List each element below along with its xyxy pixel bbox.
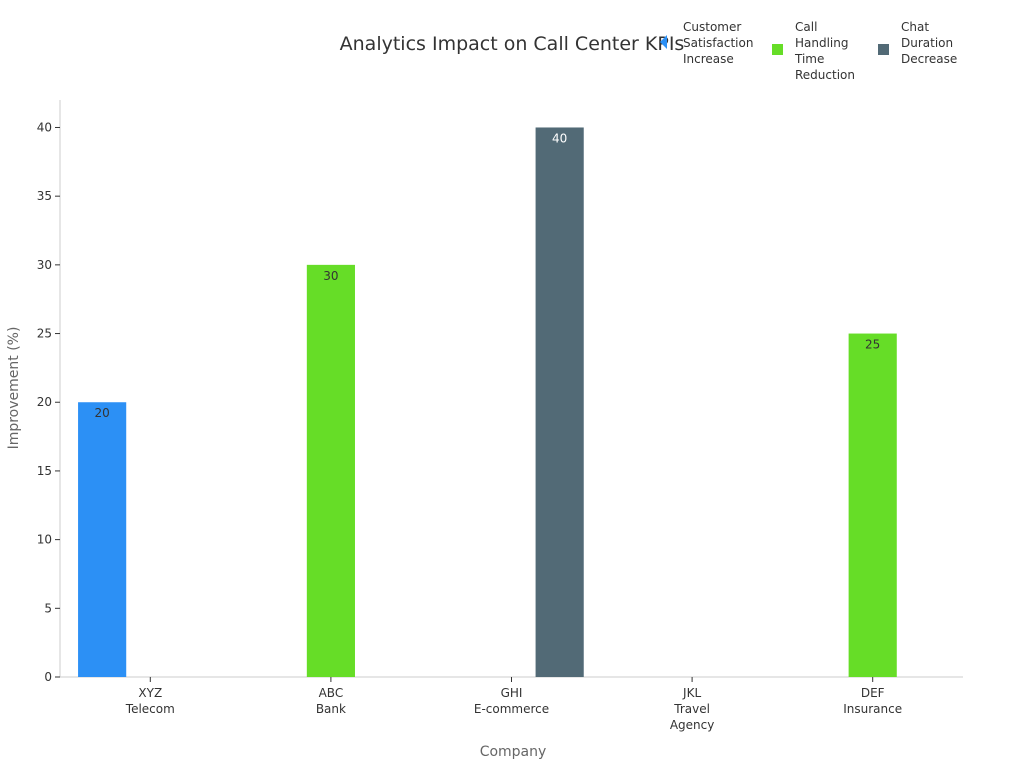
x-tick-label: ABC xyxy=(319,686,344,700)
x-tick-label: E-commerce xyxy=(474,702,549,716)
data-label: 25 xyxy=(865,338,880,352)
bar xyxy=(848,333,897,677)
x-tick-label: DEF xyxy=(861,686,885,700)
y-tick-label: 0 xyxy=(44,670,52,684)
y-tick-label: 30 xyxy=(37,258,52,272)
data-label: 30 xyxy=(323,269,338,283)
y-tick-label: 25 xyxy=(37,327,52,341)
x-axis-title: Company xyxy=(480,744,547,760)
data-label: 40 xyxy=(552,131,567,145)
legend-label: Time xyxy=(794,52,824,66)
legend-label: Increase xyxy=(683,52,734,66)
legend: Customer Satisfaction Increase Call Handling… xyxy=(660,20,957,82)
legend-label: Reduction xyxy=(795,68,855,82)
legend-label: Duration xyxy=(901,36,953,50)
y-tick-label: 20 xyxy=(37,395,52,409)
legend-label: Decrease xyxy=(901,52,957,66)
bar xyxy=(78,402,127,677)
legend-label: Chat xyxy=(901,20,929,34)
bar xyxy=(535,127,584,677)
legend-marker xyxy=(772,44,783,55)
bar xyxy=(306,264,355,677)
legend-marker xyxy=(660,35,667,49)
y-tick-label: 10 xyxy=(37,533,52,547)
x-tick-label: Insurance xyxy=(843,702,902,716)
legend-label: Call xyxy=(795,20,817,34)
legend-label: Customer xyxy=(683,20,741,34)
y-tick-label: 40 xyxy=(37,120,52,134)
y-tick-label: 35 xyxy=(37,189,52,203)
legend-label: Satisfaction xyxy=(683,36,753,50)
y-tick-label: 15 xyxy=(37,464,52,478)
y-axis-title: Improvement (%) xyxy=(6,327,22,450)
x-tick-label: Travel xyxy=(673,702,710,716)
data-label: 20 xyxy=(94,406,109,420)
plot-area: 0 5 10 15 20 25 30 35 40 XYZ Telecom 20 ABC Bank 30 GHI… xyxy=(37,100,963,732)
x-tick-label: GHI xyxy=(501,686,523,700)
chart-title: Analytics Impact on Call Center KPIs xyxy=(340,33,685,55)
x-tick-label: JKL xyxy=(682,686,701,700)
x-tick-label: Agency xyxy=(670,718,715,732)
x-tick-label: Telecom xyxy=(125,702,175,716)
y-tick-label: 5 xyxy=(44,601,52,615)
legend-marker xyxy=(878,44,889,55)
x-tick-label: Bank xyxy=(316,702,346,716)
x-tick-label: XYZ xyxy=(138,686,162,700)
legend-label: Handling xyxy=(795,36,849,50)
